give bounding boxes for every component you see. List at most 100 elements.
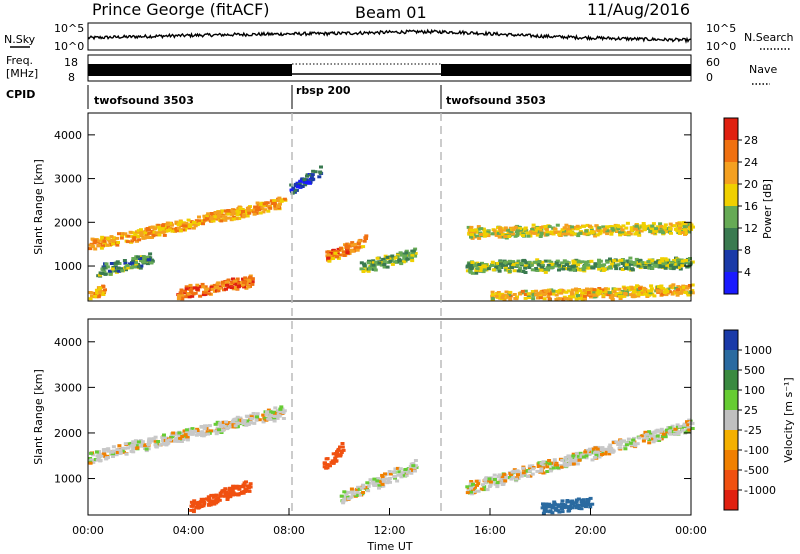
heatmap-cell [492,473,497,477]
heatmap-cell [167,228,172,232]
heatmap-cell [635,284,640,288]
heatmap-cell [632,436,636,440]
heatmap-cell [643,292,648,296]
heatmap-cell [468,231,473,235]
heatmap-cell [600,453,604,456]
heatmap-cell [168,438,172,442]
heatmap-cell [277,196,282,200]
heatmap-cell [568,297,573,301]
heatmap-cell [266,209,271,213]
heatmap-cell [657,437,662,441]
heatmap-cell [605,227,609,231]
heatmap-cell [398,473,403,477]
heatmap-cell [690,291,695,295]
heatmap-cell [182,429,187,433]
heatmap-cell [659,429,663,433]
heatmap-cell [607,291,612,295]
heatmap-cell [645,227,649,230]
heatmap-cell [658,222,663,226]
heatmap-cell [629,441,634,445]
heatmap-cell [189,508,194,512]
heatmap-cell [568,504,573,508]
heatmap-cell [511,263,516,267]
heatmap-cell [206,217,210,221]
heatmap-cell [668,426,673,430]
heatmap-cell [557,263,562,267]
heatmap-cell [111,449,116,453]
heatmap-cell [651,229,656,233]
heatmap-cell [580,453,585,457]
heatmap-cell [571,259,576,263]
heatmap-cell [634,224,639,228]
heatmap-cell [476,227,481,231]
heatmap-cell [362,264,367,268]
heatmap-cell [667,429,672,433]
heatmap-cell [668,432,673,436]
heatmap-cell [557,268,561,272]
heatmap-cell [272,201,277,205]
heatmap-cell [631,293,636,297]
heatmap-cell [581,498,586,502]
heatmap-cell [585,448,590,452]
heatmap-cell [139,264,144,268]
heatmap-cell [359,486,364,490]
heatmap-cell [503,226,508,230]
heatmap-cell [138,266,143,270]
heatmap-cell [128,230,133,234]
heatmap-cell [624,443,629,447]
heatmap-cell [649,284,654,288]
heatmap-cell [410,259,415,263]
heatmap-cell [141,255,146,258]
heatmap-cell [584,229,589,233]
heatmap-cell [359,267,364,271]
heatmap-cell [660,291,665,295]
heatmap-cell [687,421,692,425]
heatmap-cell [400,471,405,475]
heatmap-cell [120,269,125,273]
heatmap-cell [651,440,656,444]
heatmap-cell [576,497,581,501]
heatmap-cell [379,480,383,484]
heatmap-cell [555,223,560,227]
velocity-panel-frame [87,318,692,516]
heatmap-cell [521,466,526,470]
heatmap-cell [688,263,693,267]
heatmap-cell [107,269,112,273]
heatmap-cell [361,245,366,249]
heatmap-cell [245,214,250,218]
heatmap-cell [647,438,652,441]
heatmap-cell [150,230,155,233]
heatmap-cell [223,487,228,491]
x-tick-label: 12:00 [374,524,406,537]
heatmap-cell [545,230,550,234]
heatmap-cell [614,230,619,233]
heatmap-cell [542,297,547,301]
heatmap-cell [399,475,404,479]
heatmap-cell [637,233,642,237]
colorbar-tick-label: 24 [744,156,758,169]
heatmap-cell [377,484,382,488]
heatmap-cell [135,234,140,238]
heatmap-cell [345,495,350,499]
heatmap-cell [469,228,474,232]
heatmap-cell [643,266,648,269]
heatmap-cell [335,450,340,454]
heatmap-cell [192,220,196,224]
heatmap-cell [561,503,566,506]
heatmap-cell [242,211,247,215]
heatmap-cell [209,212,214,215]
heatmap-cell [226,278,231,282]
heatmap-cell [665,290,670,293]
heatmap-cell [200,282,205,286]
heatmap-cell [381,484,386,488]
heatmap-cell [342,490,347,494]
heatmap-cell [114,453,119,457]
heatmap-cell [523,271,528,274]
heatmap-cell [333,456,338,460]
heatmap-cell [546,266,551,270]
heatmap-cell [570,231,575,235]
heatmap-cell [672,259,677,262]
heatmap-cell [676,432,681,436]
heatmap-cell [97,288,102,292]
